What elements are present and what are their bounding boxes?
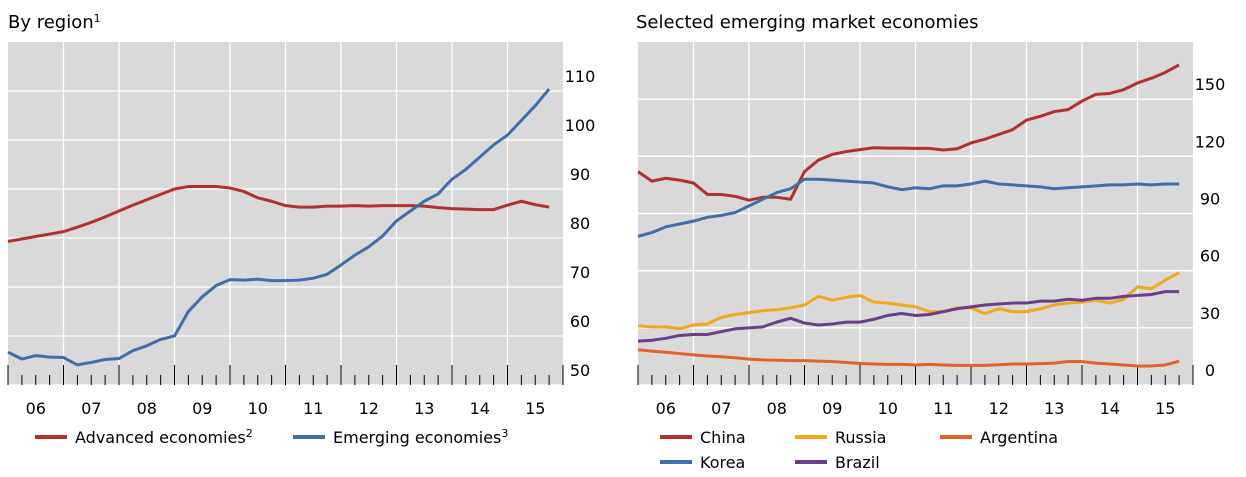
series-line — [637, 348, 1180, 368]
series-line — [637, 290, 1180, 343]
x-tick-label: 15 — [525, 399, 545, 418]
x-tick-label: 08 — [767, 399, 787, 418]
x-tick-label: 12 — [989, 399, 1009, 418]
x-tick-label: 10 — [248, 399, 268, 418]
title-text: By region — [8, 12, 94, 33]
legend-name: Russia — [835, 428, 886, 447]
x-tick-label: 07 — [81, 399, 101, 418]
legend-name: Brazil — [835, 453, 880, 472]
legend-label: Emerging economies3 — [333, 427, 508, 448]
x-tick-label: 11 — [303, 399, 323, 418]
x-tick-label: 15 — [1155, 399, 1175, 418]
legend-name: China — [700, 428, 746, 447]
chart-title: Selected emerging market economies — [636, 12, 979, 33]
legend-label: Brazil — [835, 453, 880, 472]
y-tick-label: 110 — [565, 67, 596, 86]
title-note: 1 — [94, 12, 101, 25]
y-tick-label: 0 — [1205, 361, 1215, 380]
x-tick-label: 07 — [711, 399, 731, 418]
legend-note: 2 — [246, 427, 253, 440]
y-tick-label: 90 — [1200, 190, 1220, 209]
x-tick-label: 11 — [933, 399, 953, 418]
series-line — [637, 177, 1180, 238]
y-tick-label: 60 — [1200, 247, 1220, 266]
chart-title: By region1 — [8, 12, 101, 34]
y-tick-label: 80 — [570, 214, 590, 233]
x-tick-label: 06 — [26, 399, 46, 418]
y-tick-label: 120 — [1195, 132, 1226, 151]
series-line — [7, 88, 551, 367]
x-tick-label: 14 — [1100, 399, 1120, 418]
legend-label: Advanced economies2 — [75, 427, 253, 448]
legend-note: 3 — [501, 427, 508, 440]
legend-name: Emerging economies — [333, 428, 501, 447]
y-tick-label: 100 — [565, 116, 596, 135]
x-tick-label: 09 — [192, 399, 212, 418]
legend-name: Argentina — [980, 428, 1058, 447]
legend-name: Korea — [700, 453, 745, 472]
y-tick-label: 50 — [570, 361, 590, 380]
legend-name: Advanced economies — [75, 428, 246, 447]
x-tick-label: 06 — [656, 399, 676, 418]
y-tick-label: 90 — [570, 165, 590, 184]
y-tick-label: 60 — [570, 312, 590, 331]
series-line — [637, 63, 1180, 202]
title-text: Selected emerging market economies — [636, 12, 979, 33]
x-tick-label: 09 — [822, 399, 842, 418]
x-tick-label: 10 — [878, 399, 898, 418]
y-tick-label: 70 — [570, 263, 590, 282]
series-line — [637, 271, 1180, 331]
legend-label: China — [700, 428, 746, 447]
legend-label: Argentina — [980, 428, 1058, 447]
x-tick-label: 13 — [1044, 399, 1064, 418]
x-tick-label: 08 — [137, 399, 157, 418]
x-tick-label: 13 — [414, 399, 434, 418]
y-tick-label: 30 — [1200, 304, 1220, 323]
y-tick-label: 150 — [1195, 75, 1226, 94]
x-tick-label: 12 — [359, 399, 379, 418]
legend-label: Korea — [700, 453, 745, 472]
x-tick-label: 14 — [470, 399, 490, 418]
legend-label: Russia — [835, 428, 886, 447]
series-line — [7, 185, 550, 243]
